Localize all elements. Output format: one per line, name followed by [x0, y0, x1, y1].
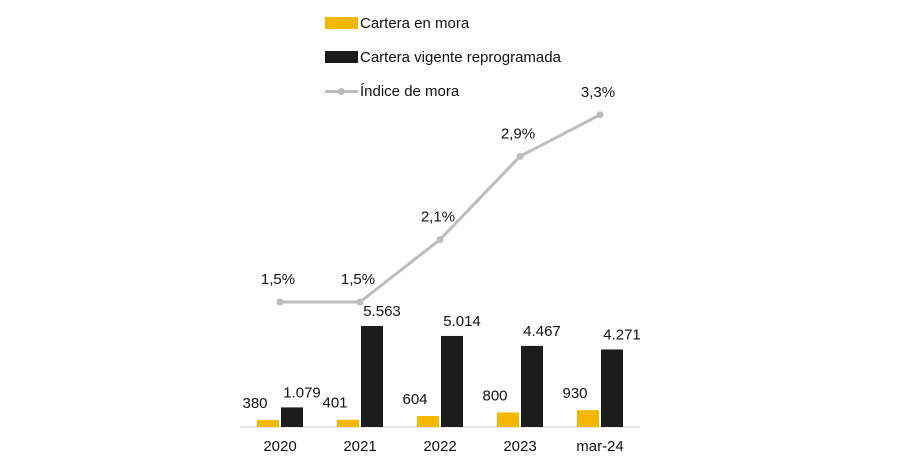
data-label-cartera-en-mora-2021: 401	[322, 395, 347, 412]
legend-swatch-cartera-vigente-reprogramada	[325, 51, 358, 63]
data-label-indice-de-mora-2021: 1,5%	[341, 271, 375, 288]
bar-cartera-en-mora-2023	[497, 412, 519, 427]
data-label-cartera-vigente-2020: 1.079	[283, 384, 321, 401]
bar-cartera-vigente-2021	[361, 326, 383, 427]
x-tick-label-2020: 2020	[263, 438, 296, 455]
data-label-indice-de-mora-2022: 2,1%	[421, 209, 455, 226]
point-indice-de-mora-2020	[276, 298, 284, 306]
point-indice-de-mora-mar-24	[596, 111, 604, 119]
bar-cartera-en-mora-2022	[417, 416, 439, 427]
x-tick-label-2023: 2023	[503, 438, 536, 455]
legend-item-cartera-vigente-reprogramada: Cartera vigente reprogramada	[325, 40, 561, 74]
legend-item-indice-de-mora: Índice de mora	[325, 74, 561, 108]
data-label-cartera-vigente-2021: 5.563	[363, 303, 401, 320]
data-label-cartera-vigente-mar-24: 4.271	[603, 326, 641, 343]
legend-label-cartera-en-mora: Cartera en mora	[360, 14, 470, 32]
data-label-cartera-en-mora-2022: 604	[402, 391, 427, 408]
point-indice-de-mora-2022	[436, 236, 444, 244]
data-label-indice-de-mora-mar-24: 3,3%	[581, 84, 615, 101]
bar-cartera-vigente-2023	[521, 345, 543, 427]
bar-cartera-vigente-2022	[441, 335, 463, 427]
legend: Cartera en mora Cartera vigente reprogra…	[325, 6, 561, 108]
legend-label-cartera-vigente-reprogramada: Cartera vigente reprogramada	[360, 48, 561, 66]
point-indice-de-mora-2021	[356, 298, 364, 306]
bar-cartera-en-mora-2020	[257, 420, 279, 427]
data-label-cartera-en-mora-2023: 800	[482, 387, 507, 404]
x-tick-label-2022: 2022	[423, 438, 456, 455]
data-label-cartera-en-mora-mar-24: 930	[562, 385, 587, 402]
bar-cartera-vigente-mar-24	[601, 349, 623, 427]
data-label-cartera-vigente-2022: 5.014	[443, 313, 481, 330]
data-label-cartera-vigente-2023: 4.467	[523, 323, 561, 340]
data-label-indice-de-mora-2020: 1,5%	[261, 271, 295, 288]
legend-item-cartera-en-mora: Cartera en mora	[325, 6, 561, 40]
bar-cartera-en-mora-2021	[337, 419, 359, 427]
legend-label-indice-de-mora: Índice de mora	[360, 82, 460, 100]
bar-cartera-vigente-2020	[281, 407, 303, 427]
legend-swatch-cartera-en-mora	[325, 17, 358, 29]
bar-cartera-en-mora-mar-24	[577, 410, 599, 427]
x-tick-label-mar-24: mar-24	[576, 438, 624, 455]
data-label-cartera-en-mora-2020: 380	[242, 395, 267, 412]
data-label-indice-de-mora-2023: 2,9%	[501, 125, 535, 142]
legend-swatch-indice-de-mora	[325, 85, 358, 97]
point-indice-de-mora-2023	[516, 152, 524, 160]
x-tick-label-2021: 2021	[343, 438, 376, 455]
